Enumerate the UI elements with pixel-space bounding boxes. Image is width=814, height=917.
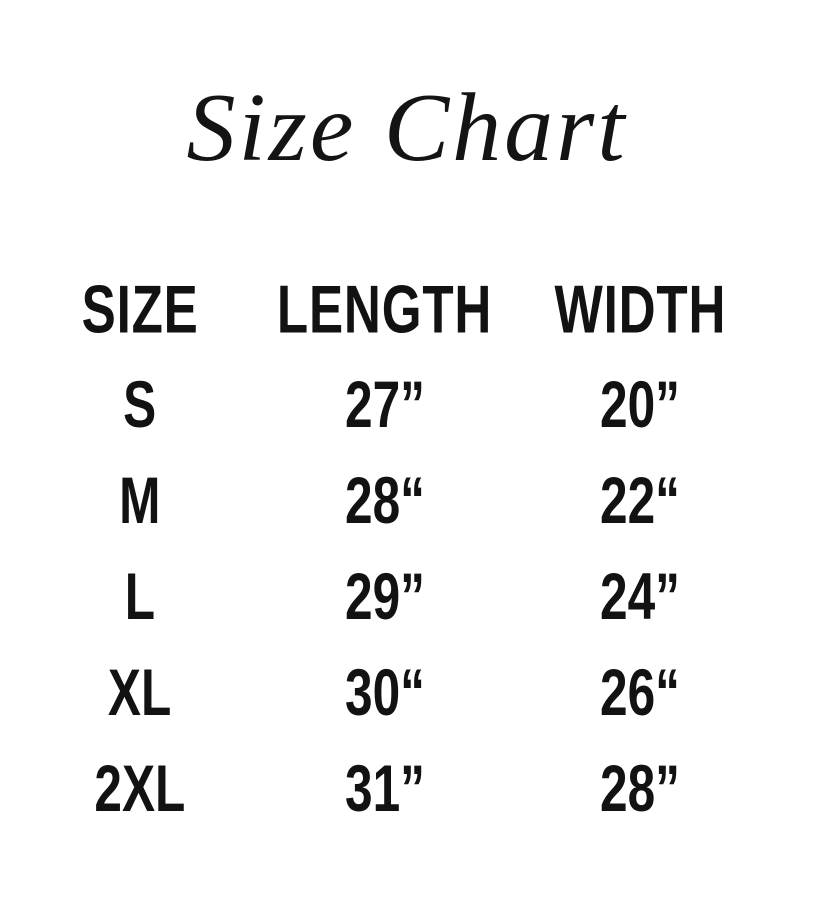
length-value: 29” (345, 560, 425, 634)
size-value: L (124, 560, 156, 634)
size-value: XL (108, 656, 172, 730)
column-header-size: SIZE (20, 261, 260, 357)
size-value: 2XL (94, 752, 186, 826)
length-value: 27” (345, 368, 425, 442)
column-header-width-label: WIDTH (554, 270, 726, 348)
table-row-l-size-cell: L (20, 549, 260, 645)
table-row-m-size-cell: M (20, 453, 260, 549)
table-row-m-length-cell: 28“ (260, 453, 510, 549)
table-row-s-size-cell: S (20, 357, 260, 453)
width-value: 22“ (600, 464, 680, 538)
table-row-xl-size-cell: XL (20, 645, 260, 741)
table-row-2xl-size-cell: 2XL (20, 741, 260, 837)
table-row-l-length-cell: 29” (260, 549, 510, 645)
length-value: 28“ (345, 464, 425, 538)
table-row-s-width-cell: 20” (510, 357, 770, 453)
table-row-m-width-cell: 22“ (510, 453, 770, 549)
table-row-2xl-width-cell: 28” (510, 741, 770, 837)
width-value: 28” (600, 752, 680, 826)
table-row-l-width-cell: 24” (510, 549, 770, 645)
column-header-length-label: LENGTH (277, 270, 493, 348)
size-value: M (119, 464, 161, 538)
table-row-s-length-cell: 27” (260, 357, 510, 453)
page-title: Size Chart (186, 74, 628, 182)
width-value: 20” (600, 368, 680, 442)
column-header-length: LENGTH (260, 261, 510, 357)
table-row-2xl-length-cell: 31” (260, 741, 510, 837)
column-header-size-label: SIZE (81, 270, 199, 348)
size-value: S (123, 368, 157, 442)
length-value: 31” (345, 752, 425, 826)
column-header-width: WIDTH (510, 261, 770, 357)
width-value: 26“ (600, 656, 680, 730)
width-value: 24” (600, 560, 680, 634)
table-row-xl-length-cell: 30“ (260, 645, 510, 741)
size-table: SIZE LENGTH WIDTH S 27” 20” M 28“ 22“ (20, 261, 770, 837)
length-value: 30“ (345, 656, 425, 730)
table-row-xl-width-cell: 26“ (510, 645, 770, 741)
